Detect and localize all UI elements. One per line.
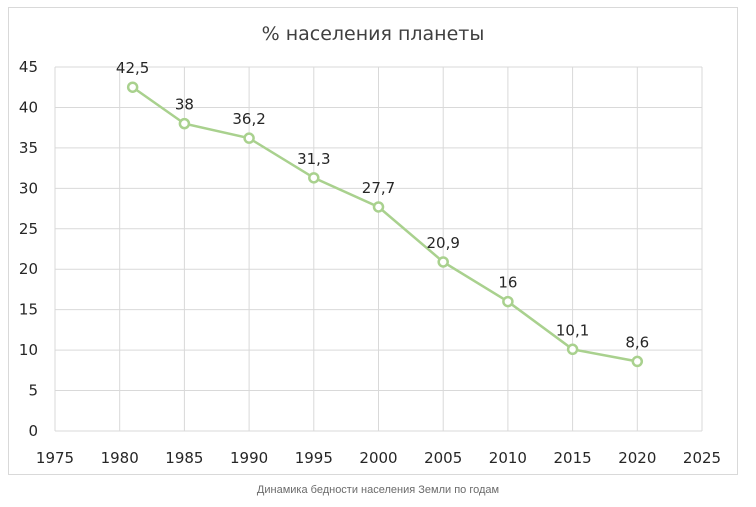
data-label: 38 [175, 96, 194, 114]
y-tick-label: 0 [28, 422, 38, 440]
x-axis-ticks: 1975 1980 1985 1990 1995 2000 2005 2010 2015 2020… [36, 449, 721, 467]
series-polyline [131, 86, 638, 363]
x-tick-label: 2015 [554, 449, 592, 467]
data-point [502, 295, 514, 308]
x-tick-label: 1995 [295, 449, 333, 467]
data-point [126, 81, 139, 93]
y-tick-label: 40 [19, 98, 38, 116]
data-point [372, 201, 385, 213]
data-label: 36,2 [232, 110, 265, 128]
data-label: 8,6 [625, 333, 649, 351]
x-tick-label: 1980 [101, 449, 139, 467]
gridlines [54, 66, 703, 432]
chart-caption: Динамика бедности населения Земли по год… [256, 484, 500, 496]
y-tick-label: 10 [19, 341, 38, 359]
y-tick-label: 20 [19, 260, 38, 278]
y-tick-label: 35 [19, 139, 38, 157]
x-tick-label: 1990 [230, 449, 268, 467]
series-line [126, 81, 644, 368]
y-tick-label: 45 [19, 58, 38, 76]
y-tick-label: 25 [19, 220, 38, 238]
x-tick-label: 1975 [36, 449, 74, 467]
data-point [566, 343, 579, 356]
data-label: 27,7 [362, 179, 395, 197]
data-point [631, 355, 644, 368]
x-tick-label: 2010 [489, 449, 527, 467]
y-tick-label: 15 [19, 301, 38, 319]
y-tick-label: 5 [28, 382, 38, 400]
x-tick-label: 2020 [618, 449, 656, 467]
data-point [243, 132, 255, 144]
y-axis-ticks: 0 5 10 15 20 25 30 35 40 45 [19, 58, 38, 440]
x-tick-label: 2005 [424, 449, 462, 467]
chart-title: % населения планеты [262, 23, 485, 45]
data-label: 42,5 [116, 59, 149, 77]
data-point [308, 172, 320, 184]
data-label: 20,9 [426, 234, 459, 252]
y-tick-label: 30 [19, 179, 38, 197]
x-tick-label: 2025 [683, 449, 721, 467]
x-tick-label: 2000 [359, 449, 397, 467]
data-label: 31,3 [297, 150, 330, 168]
data-labels: 42,5 38 36,2 31,3 27,7 20,9 16 10,1 8,6 [116, 59, 649, 351]
data-label: 16 [498, 274, 517, 292]
data-label: 10,1 [556, 321, 589, 339]
data-point [178, 117, 191, 130]
x-tick-label: 1985 [165, 449, 203, 467]
data-point [437, 256, 449, 268]
